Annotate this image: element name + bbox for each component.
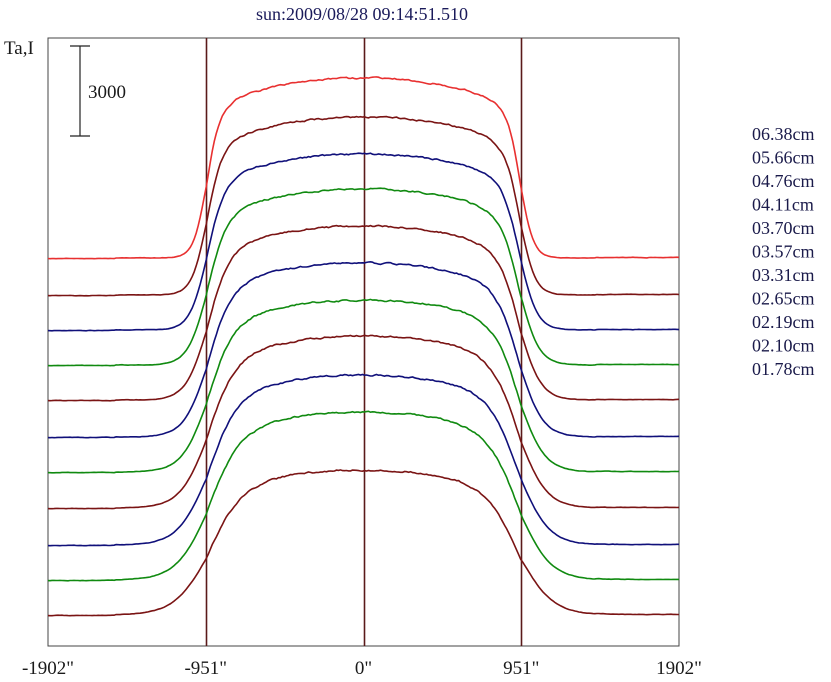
legend-entry: 02.65cm [752, 289, 815, 309]
legend-entry: 06.38cm [752, 124, 815, 144]
legend-entry: 01.78cm [752, 359, 815, 379]
x-tick-label: 1902" [656, 658, 702, 679]
vertical-reference-lines [205, 38, 523, 646]
x-tick-label: 951" [503, 658, 539, 679]
legend-entry: 02.10cm [752, 336, 815, 356]
scale-bar: 3000 [70, 45, 126, 137]
series-line-05.66cm [47, 115, 680, 297]
series-line-01.78cm [47, 469, 679, 617]
x-tick-labels: -1902" -951" 0" 951" 1902" [22, 658, 702, 679]
x-tick-label: -1902" [22, 658, 74, 679]
x-tick-label: 0" [355, 658, 372, 679]
legend-entry: 04.11cm [752, 195, 814, 215]
series-line-03.31cm [47, 298, 680, 474]
series-line-02.10cm [47, 410, 679, 582]
legend-entry: 03.31cm [752, 265, 815, 285]
plot-frame [47, 37, 680, 647]
series-line-04.11cm [47, 187, 680, 367]
chart-title: sun:2009/08/28 09:14:51.510 [256, 4, 468, 24]
series-line-02.65cm [47, 334, 680, 510]
series-line-03.57cm [47, 260, 680, 439]
legend-entry: 03.70cm [752, 218, 815, 238]
legend-entry: 02.19cm [752, 312, 815, 332]
legend-entry: 05.66cm [752, 148, 815, 168]
legend-entry: 04.76cm [752, 171, 815, 191]
x-tick-label: -951" [184, 658, 227, 679]
legend-entry: 03.57cm [752, 242, 815, 262]
legend: 06.38cm 05.66cm 04.76cm 04.11cm 03.70cm 03.57… [752, 124, 815, 379]
series-line-06.38cm [47, 76, 680, 260]
series-line-03.70cm [47, 224, 680, 402]
y-axis-label: Ta,I [4, 38, 34, 59]
series-line-04.76cm [47, 152, 680, 332]
scale-bar-label: 3000 [88, 82, 126, 103]
series-traces [47, 76, 680, 617]
series-line-02.19cm [47, 373, 679, 547]
